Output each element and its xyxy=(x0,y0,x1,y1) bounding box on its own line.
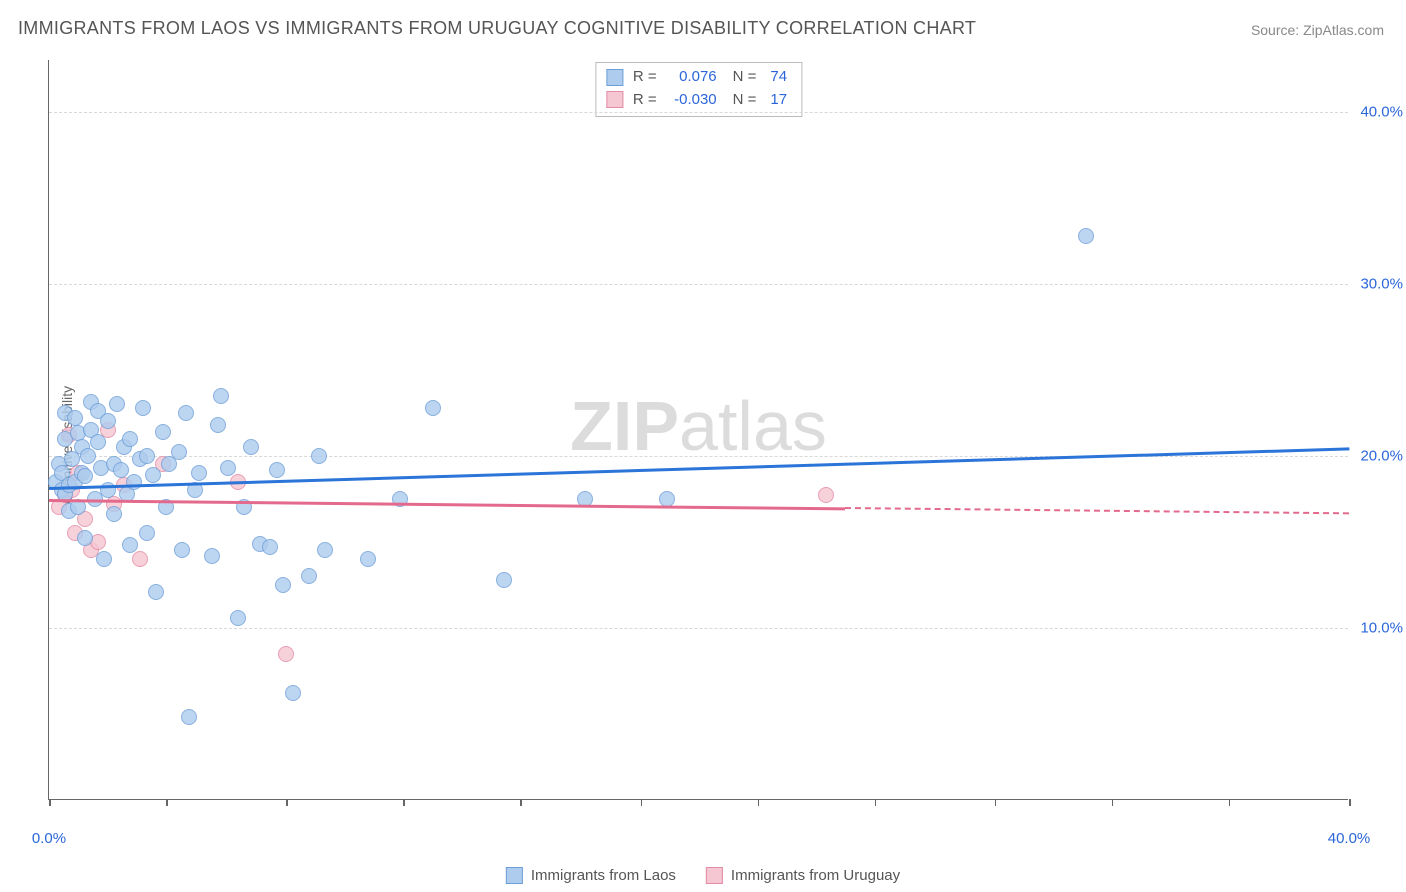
correlation-stats-box: R = 0.076 N = 74 R = -0.030 N = 17 xyxy=(595,62,802,117)
scatter-point xyxy=(191,465,207,481)
scatter-point xyxy=(135,400,151,416)
scatter-point xyxy=(100,413,116,429)
scatter-point xyxy=(178,405,194,421)
legend-swatch xyxy=(606,91,623,108)
x-tick xyxy=(641,799,643,806)
scatter-point xyxy=(126,474,142,490)
scatter-point xyxy=(181,709,197,725)
scatter-point xyxy=(204,548,220,564)
scatter-point xyxy=(210,417,226,433)
scatter-point xyxy=(220,460,236,476)
x-tick xyxy=(286,799,288,806)
gridline xyxy=(49,628,1348,629)
scatter-point xyxy=(106,506,122,522)
x-tick-label: 0.0% xyxy=(32,830,66,847)
y-tick-label: 40.0% xyxy=(1360,103,1403,120)
legend-swatch xyxy=(706,867,723,884)
scatter-point xyxy=(213,388,229,404)
scatter-point xyxy=(139,525,155,541)
scatter-point xyxy=(174,542,190,558)
legend-item: Immigrants from Laos xyxy=(506,867,676,884)
scatter-point xyxy=(275,577,291,593)
chart-title: IMMIGRANTS FROM LAOS VS IMMIGRANTS FROM … xyxy=(18,18,976,39)
scatter-point xyxy=(155,424,171,440)
scatter-point xyxy=(659,491,675,507)
y-tick-label: 10.0% xyxy=(1360,619,1403,636)
stat-r-label: R = xyxy=(633,66,657,89)
gridline xyxy=(49,112,1348,113)
legend-label: Immigrants from Uruguay xyxy=(731,867,900,884)
scatter-point xyxy=(818,487,834,503)
scatter-point xyxy=(269,462,285,478)
x-tick xyxy=(403,799,405,806)
scatter-point xyxy=(122,537,138,553)
scatter-point xyxy=(317,542,333,558)
legend: Immigrants from Laos Immigrants from Urug… xyxy=(506,867,900,884)
scatter-point xyxy=(139,448,155,464)
stat-n-value: 74 xyxy=(770,66,787,89)
legend-label: Immigrants from Laos xyxy=(531,867,676,884)
x-tick xyxy=(1349,799,1351,806)
scatter-point xyxy=(262,539,278,555)
stat-r-value: -0.030 xyxy=(667,89,717,112)
scatter-point xyxy=(80,448,96,464)
scatter-point xyxy=(425,400,441,416)
y-tick-label: 30.0% xyxy=(1360,275,1403,292)
scatter-point xyxy=(109,396,125,412)
watermark: ZIPatlas xyxy=(570,386,827,466)
x-tick xyxy=(758,799,760,806)
watermark-bold: ZIP xyxy=(570,387,679,465)
scatter-point xyxy=(301,568,317,584)
stat-row: R = 0.076 N = 74 xyxy=(606,66,787,89)
x-tick xyxy=(166,799,168,806)
stat-n-label: N = xyxy=(733,89,757,112)
scatter-point xyxy=(77,530,93,546)
scatter-point xyxy=(67,410,83,426)
scatter-point xyxy=(243,439,259,455)
scatter-point xyxy=(311,448,327,464)
scatter-point xyxy=(171,444,187,460)
gridline xyxy=(49,284,1348,285)
scatter-point xyxy=(77,468,93,484)
x-tick-label: 40.0% xyxy=(1328,830,1371,847)
x-tick xyxy=(1112,799,1114,806)
scatter-point xyxy=(148,584,164,600)
scatter-point xyxy=(113,462,129,478)
scatter-point xyxy=(278,646,294,662)
legend-item: Immigrants from Uruguay xyxy=(706,867,900,884)
x-tick xyxy=(1229,799,1231,806)
scatter-point xyxy=(285,685,301,701)
watermark-rest: atlas xyxy=(679,387,827,465)
source-attribution: Source: ZipAtlas.com xyxy=(1251,22,1384,38)
gridline xyxy=(49,456,1348,457)
x-tick xyxy=(875,799,877,806)
plot-wrapper: Cognitive Disability ZIPatlas R =0.076N … xyxy=(0,50,1406,840)
stat-n-label: N = xyxy=(733,66,757,89)
stat-r-label: R = xyxy=(633,89,657,112)
scatter-point xyxy=(132,551,148,567)
stat-n-value: 17 xyxy=(770,89,787,112)
x-tick xyxy=(995,799,997,806)
trend-line xyxy=(845,507,1349,514)
scatter-point xyxy=(230,610,246,626)
y-tick-label: 20.0% xyxy=(1360,447,1403,464)
legend-swatch xyxy=(606,69,623,86)
x-tick xyxy=(520,799,522,806)
scatter-point xyxy=(90,434,106,450)
scatter-point xyxy=(122,431,138,447)
scatter-point xyxy=(1078,228,1094,244)
x-tick xyxy=(49,799,51,806)
scatter-point xyxy=(496,572,512,588)
legend-swatch xyxy=(506,867,523,884)
plot-area: ZIPatlas R =0.076N =74R =-0.030N =17 10.… xyxy=(48,60,1348,800)
scatter-point xyxy=(145,467,161,483)
stat-r-value: 0.076 xyxy=(667,66,717,89)
scatter-point xyxy=(96,551,112,567)
stat-row: R = -0.030 N = 17 xyxy=(606,89,787,112)
scatter-point xyxy=(360,551,376,567)
trend-line xyxy=(49,447,1349,489)
